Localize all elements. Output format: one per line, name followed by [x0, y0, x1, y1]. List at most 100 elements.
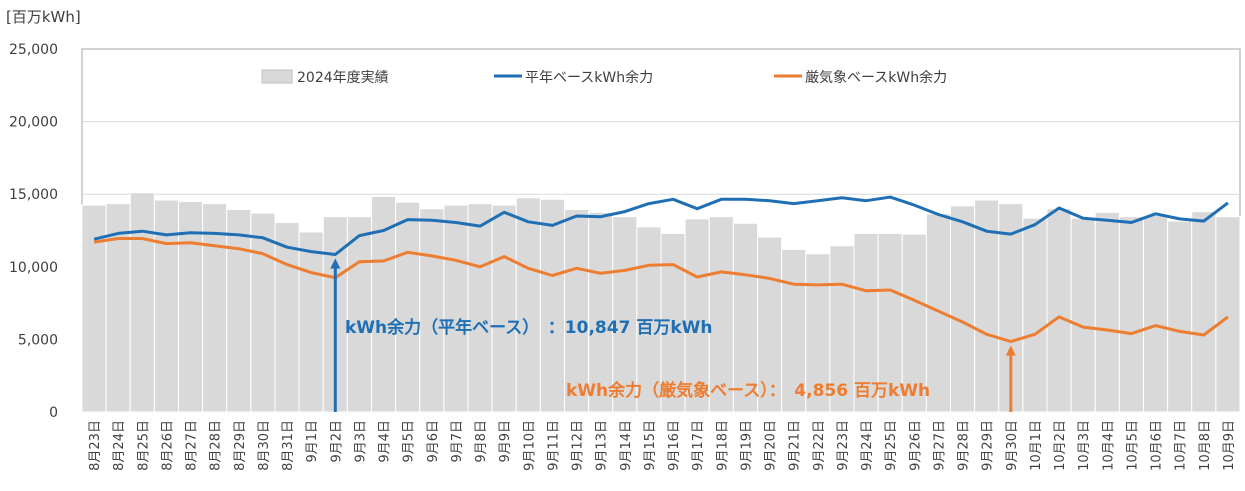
y-tick-label: 0	[49, 405, 58, 421]
bar	[250, 212, 276, 413]
bar	[853, 232, 879, 413]
bar	[877, 232, 903, 413]
bar	[1070, 217, 1096, 413]
x-tick-label: 9月14日	[619, 420, 634, 471]
bar	[757, 236, 783, 413]
x-tick-label: 9月9日	[498, 420, 513, 463]
bar	[371, 195, 397, 413]
annotation-arrowhead-normal	[330, 258, 341, 269]
x-tick-label: 9月10日	[522, 420, 537, 471]
legend-label-normal: 平年ベースkWh余力	[525, 69, 653, 86]
x-tick-label: 9月17日	[691, 420, 706, 471]
x-tick-label: 9月12日	[571, 420, 586, 471]
x-tick-label: 10月2日	[1053, 420, 1068, 471]
x-tick-labels: 8月23日 8月24日 8月25日 8月26日 8月27日 8月28日 8月29日 8月30日…	[88, 420, 1237, 471]
x-tick-label: 9月19日	[739, 420, 754, 471]
bar	[129, 192, 155, 413]
x-tick-label: 9月25日	[884, 420, 899, 471]
bar	[974, 199, 1000, 413]
x-tick-label: 8月28日	[209, 420, 224, 471]
bar	[1215, 216, 1241, 413]
line-series-severe	[93, 237, 1229, 343]
x-tick-label: 8月31日	[281, 420, 296, 471]
x-tick-label: 9月2日	[329, 420, 344, 463]
x-tick-label: 8月26日	[160, 420, 175, 471]
y-tick-label: 5,000	[18, 332, 58, 348]
annotation-text-severe: kWh余力（厳気象ベース）： 4,856 百万kWh	[566, 380, 930, 401]
x-tick-label: 9月11日	[546, 420, 561, 471]
bar	[419, 208, 445, 413]
bar	[443, 204, 469, 413]
x-tick-label: 9月28日	[957, 420, 972, 471]
x-tick-label: 9月21日	[788, 420, 803, 471]
y-unit-label: [百万kWh]	[6, 8, 81, 26]
line-series-normal	[93, 195, 1229, 256]
x-tick-label: 9月27日	[932, 420, 947, 471]
y-tick-label: 25,000	[9, 42, 58, 58]
x-tick-label: 9月3日	[353, 420, 368, 463]
bar	[925, 213, 951, 413]
x-tick-label: 8月25日	[136, 420, 151, 471]
x-tick-label: 9月15日	[643, 420, 658, 471]
bar	[564, 208, 590, 413]
bar	[1118, 216, 1144, 413]
x-tick-label: 9月24日	[860, 420, 875, 471]
legend: 2024年度実績 平年ベースkWh余力 厳気象ベースkWh余力	[261, 69, 947, 86]
y-tick-label: 20,000	[9, 115, 58, 131]
bar	[636, 226, 662, 413]
x-tick-label: 9月16日	[667, 420, 682, 471]
x-tick-label: 9月7日	[450, 420, 465, 463]
bar	[539, 198, 565, 413]
bars-2024	[81, 192, 1241, 413]
x-tick-label: 9月13日	[595, 420, 610, 471]
bar	[298, 231, 324, 413]
x-tick-label: 9月23日	[836, 420, 851, 471]
bar	[1167, 220, 1193, 413]
bar	[901, 233, 927, 413]
x-tick-label: 10月1日	[1029, 420, 1044, 471]
bar	[805, 253, 831, 413]
legend-label-severe: 厳気象ベースkWh余力	[805, 69, 947, 86]
annotation-text-normal: kWh余力（平年ベース） ：10,847 百万kWh	[345, 317, 713, 338]
x-tick-label: 9月18日	[715, 420, 730, 471]
bar	[395, 201, 421, 413]
bar	[226, 208, 252, 413]
bar	[781, 248, 807, 413]
x-tick-label: 9月5日	[402, 420, 417, 463]
bar	[491, 204, 517, 413]
bar	[1143, 214, 1169, 413]
x-tick-label: 8月29日	[233, 420, 248, 471]
x-tick-label: 10月9日	[1222, 420, 1237, 471]
x-tick-label: 8月23日	[88, 420, 103, 471]
bar	[612, 216, 638, 413]
bar	[153, 199, 179, 413]
x-tick-label: 10月7日	[1174, 420, 1189, 471]
x-tick-label: 9月20日	[764, 420, 779, 471]
annotation-arrowhead-severe	[1005, 345, 1016, 356]
annotations: kWh余力（平年ベース） ：10,847 百万kWh kWh余力（厳気象ベース）…	[330, 258, 1016, 412]
legend-swatch-bar	[261, 69, 293, 84]
x-tick-label: 9月6日	[426, 420, 441, 463]
bar	[1022, 217, 1048, 413]
x-tick-label: 10月4日	[1101, 420, 1116, 471]
bar	[1094, 211, 1120, 413]
y-tick-labels: 0 5,000 10,000 15,000 20,000 25,000	[9, 42, 58, 421]
x-tick-label: 8月24日	[112, 420, 127, 471]
x-tick-label: 9月26日	[908, 420, 923, 471]
bar	[467, 203, 493, 413]
y-tick-label: 15,000	[9, 187, 58, 203]
bar	[684, 218, 710, 413]
bar	[515, 197, 541, 413]
x-tick-label: 10月5日	[1125, 420, 1140, 471]
x-tick-label: 9月22日	[812, 420, 827, 471]
bar	[1191, 211, 1217, 413]
x-tick-label: 9月29日	[981, 420, 996, 471]
x-tick-label: 10月8日	[1198, 420, 1213, 471]
x-tick-label: 9月1日	[305, 420, 320, 463]
bar	[81, 204, 107, 413]
x-tick-label: 8月30日	[257, 420, 272, 471]
legend-label-bar: 2024年度実績	[297, 70, 389, 86]
x-tick-label: 10月6日	[1150, 420, 1165, 471]
bar	[732, 222, 758, 413]
